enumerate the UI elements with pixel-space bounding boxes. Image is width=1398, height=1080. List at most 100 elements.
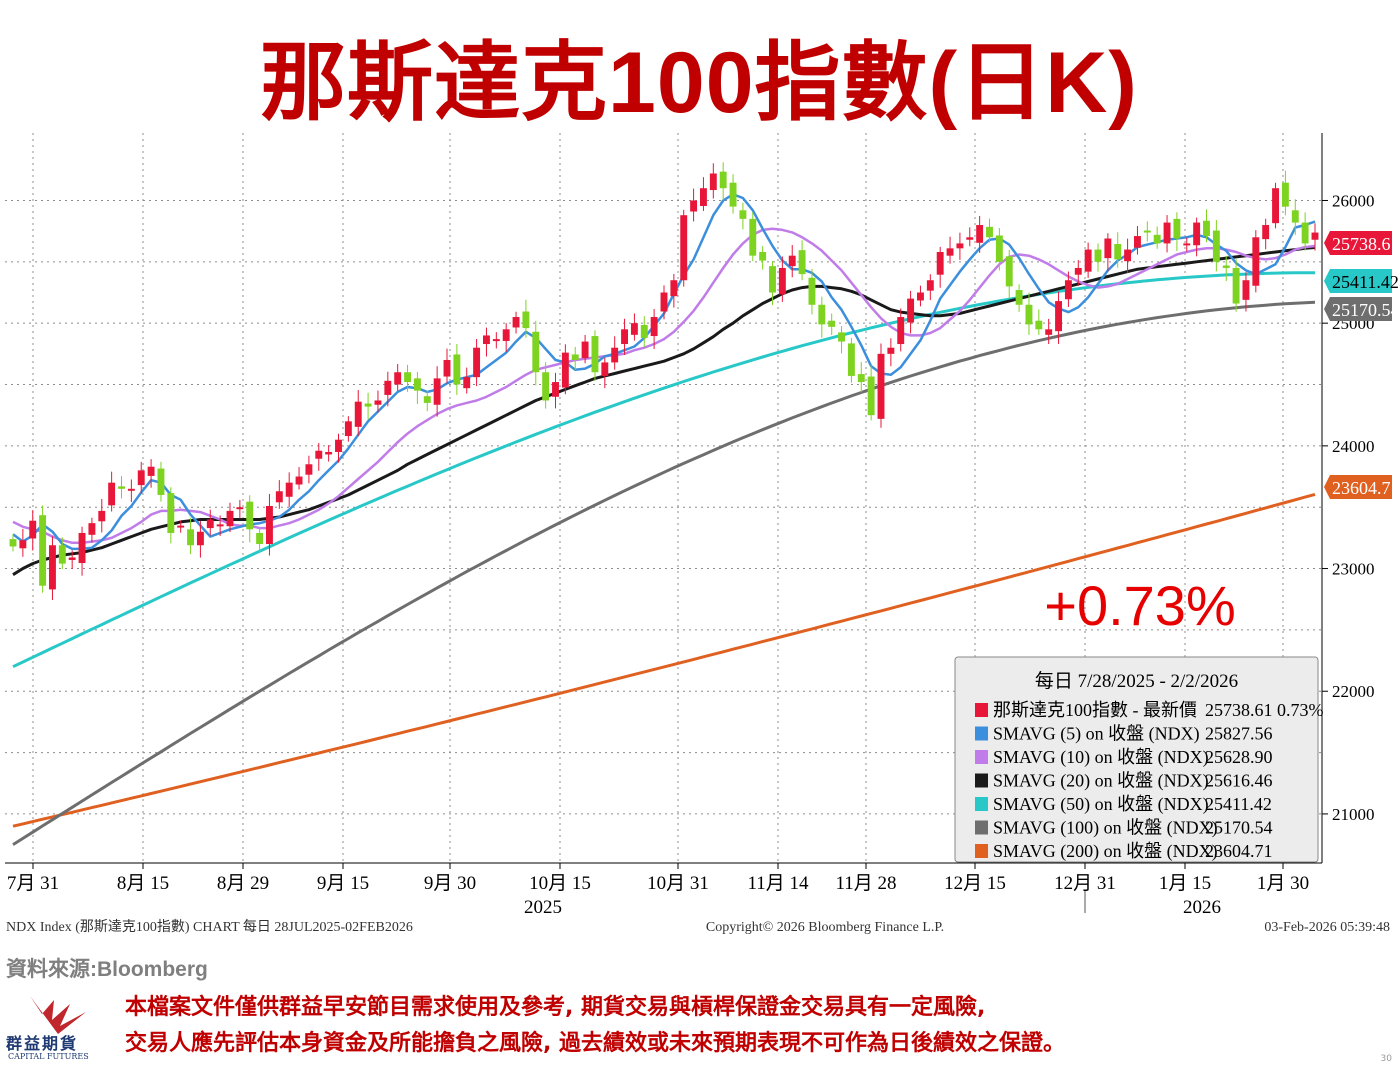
candle-body [936,252,944,275]
candle-body [1272,188,1279,224]
candle-body [374,400,382,405]
candle-body [1124,249,1132,262]
candle-body [187,529,194,546]
candle-body [335,439,342,452]
candle-body [1084,249,1092,272]
candle-body [78,532,86,564]
candle-body [1163,222,1171,244]
candle-body [364,403,372,407]
candle-body [788,255,796,267]
candle-body [749,218,757,256]
candle-body [976,225,984,243]
candle-body [1035,320,1043,330]
footer-left: NDX Index (那斯達克100指數) CHART 每日 28JUL2025… [6,919,413,935]
candle-body [394,372,402,385]
legend-swatch [975,844,988,858]
candle-body [739,210,747,219]
candle-body [473,347,481,378]
x-year-label: 2026 [1183,897,1221,918]
candle-body [581,341,589,359]
candle-body [118,486,125,489]
legend-swatch [975,726,988,741]
candle-body [256,532,264,545]
x-tick-label: 7月 31 [7,873,59,894]
candle-body [1134,236,1141,248]
candle-body [897,317,905,345]
candle-body [147,466,155,476]
candle-body [177,525,185,528]
page-number: 30 [1380,1054,1392,1064]
candle-body [246,501,254,530]
legend-value: 25628.90 [1205,747,1273,767]
candle-body [108,482,116,506]
legend-label: SMAVG (10) on 收盤 (NDX) [993,747,1209,768]
candle-body [986,226,993,238]
candle-body [1143,230,1151,233]
candle-body [196,531,204,546]
price-tags: 25738.61 25411.42 25170.54 23604.71 [1324,231,1398,499]
data-source: 資料來源:Bloomberg [6,958,208,981]
candle-body [660,292,668,312]
candle-body [266,505,273,545]
price-tag-label: 23604.71 [1332,478,1398,498]
candle-body [1025,304,1033,325]
candle-body [1281,182,1289,207]
price-tag [1324,475,1392,499]
legend-swatch [975,750,988,764]
candle-body [1045,329,1053,335]
candle-body [483,335,490,345]
legend-label: 那斯達克100指數 - 最新價 [993,700,1197,720]
candle-body [295,476,303,485]
x-tick-label: 12月 15 [944,873,1006,894]
candle-body [759,252,767,261]
candle-body [1094,249,1102,262]
x-tick-label: 10月 31 [647,873,709,894]
legend-header: 每日 7/28/2025 - 2/2/2026 [1035,670,1238,692]
candle-body [640,325,648,338]
candle-body [216,524,224,527]
x-tick-label: 1月 30 [1257,873,1309,894]
candle-body [502,329,510,341]
candle-body [29,520,37,539]
candle-body [1074,267,1082,275]
candle-body [1104,238,1112,259]
disclaimer-line: 交易人應先評估本身資金及所能擔負之風險, 過去績效或未來預期表現不可作為日後績效… [125,1031,1066,1056]
capital-futures-logo-icon [30,996,86,1034]
disclaimer-line: 本檔案文件僅供群益早安節目需求使用及參考, 期貨交易與槓桿保證金交易具有一定風險… [125,995,986,1020]
candle-body [1055,301,1062,332]
candle-body [917,292,924,301]
candle-body [1183,243,1191,246]
candle-body [1203,220,1210,237]
candle-body [542,372,550,401]
x-tick-label: 8月 29 [217,873,269,894]
candle-body [522,311,530,329]
candle-body [433,378,441,405]
candle-body [325,451,333,455]
candle-body [88,523,96,535]
legend-label: SMAVG (200) on 收盤 (NDX) [993,841,1218,862]
candle-body [680,215,688,281]
candle-body [818,304,826,325]
candle-body [1291,210,1299,223]
candle-body [58,545,66,564]
candle-body [1212,230,1220,262]
candle-body [1262,225,1270,240]
candle-body [887,347,895,354]
footer-center: Copyright© 2026 Bloomberg Finance L.P. [706,920,944,935]
candle-body [1193,222,1201,246]
candle-body [1114,244,1122,260]
candle-body [571,354,579,360]
candle-body [344,421,352,437]
candle-body [1242,280,1250,300]
chart-footer: NDX Index (那斯達克100指數) CHART 每日 28JUL2025… [6,919,1390,935]
legend-value: 25827.56 [1205,724,1273,744]
legend-label: SMAVG (100) on 收盤 (NDX) [993,818,1218,839]
candle-body [877,353,885,419]
x-tick-label: 10月 15 [529,873,591,894]
price-tag-label: 25170.54 [1332,300,1398,320]
candle-body [157,468,165,495]
candle-body [206,519,214,529]
y-tick-label: 24000 [1332,437,1375,456]
candle-body [443,359,451,377]
